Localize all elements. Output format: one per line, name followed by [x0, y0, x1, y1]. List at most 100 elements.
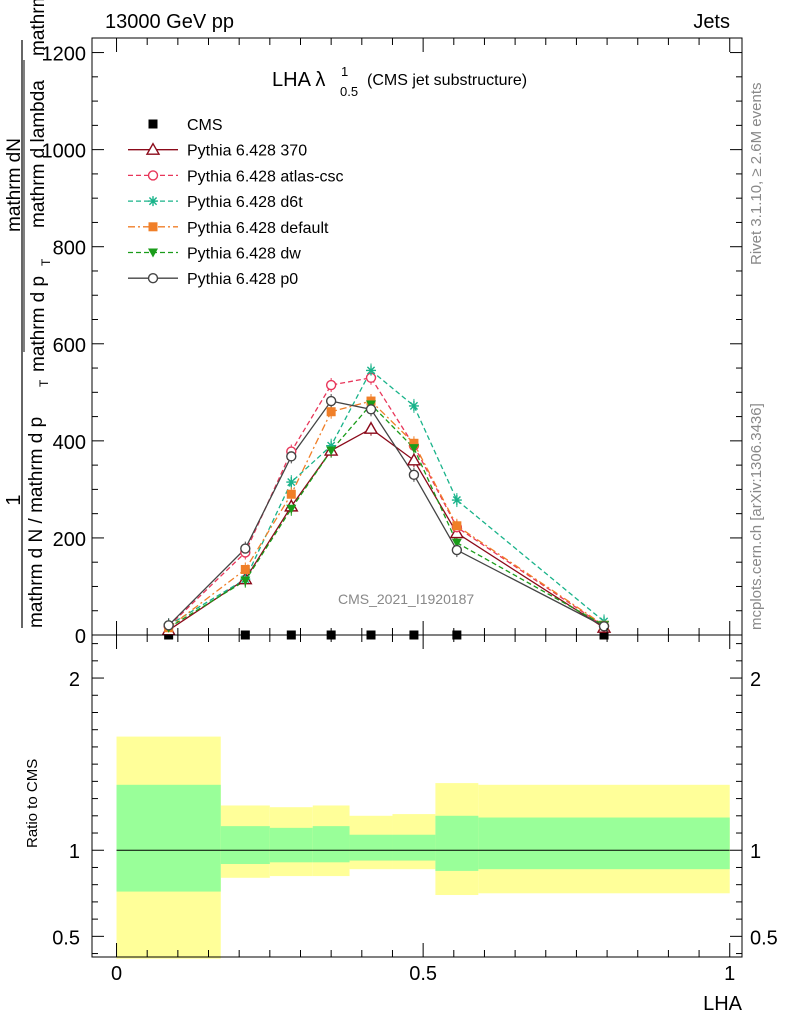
- legend-label: Pythia 6.428 p0: [187, 271, 298, 288]
- rivet-version-text: Rivet 3.1.10, ≥ 2.6M events: [748, 83, 765, 266]
- point-pythia-6-428-dw: [408, 444, 419, 454]
- ratio-y-tick-label: 2: [69, 669, 80, 691]
- y-tick-label: 1200: [42, 44, 87, 66]
- point-pythia-6-428-atlas-csc: [325, 379, 337, 391]
- ratio-band-green: [220, 826, 270, 865]
- legend-marker: [147, 273, 159, 284]
- ratio-band-green: [269, 827, 313, 863]
- ratio-panel: 0.5 0.5 1 1 2 2 0 0.5 1 Ratio to CMS LHA: [24, 634, 778, 1015]
- point-pythia-6-428-default: [326, 407, 336, 417]
- legend-marker: [148, 196, 158, 207]
- ratio-y-tick-label-right: 0.5: [750, 927, 778, 949]
- title-main: LHA λ: [272, 69, 325, 91]
- point-pythia-6-428-dw: [326, 446, 337, 456]
- legend-entry-cms: CMS: [148, 117, 223, 134]
- point-pythia-6-428-d6t: [366, 365, 377, 376]
- point-pythia-6-428-p0: [451, 544, 463, 556]
- point-pythia-6-428-p0: [286, 451, 297, 462]
- legend-entry-pythia-6-428-default: Pythia 6.428 default: [128, 220, 329, 237]
- legend-label: Pythia 6.428 d6t: [187, 194, 303, 211]
- ratio-y-tick-label-right: 2: [750, 669, 761, 691]
- analysis-watermark: CMS_2021_I1920187: [338, 591, 474, 607]
- mcplots-text: mcplots.cern.ch [arXiv:1306.3436]: [748, 403, 765, 630]
- point-pythia-6-428-p0: [365, 404, 377, 415]
- x-tick-label: 0.5: [409, 963, 437, 985]
- x-axis-label: LHA: [703, 993, 743, 1015]
- series-line-pythia-6-428-d6t: [168, 369, 605, 626]
- y-tick-label: 400: [53, 432, 86, 454]
- legend-entry-pythia-6-428-dw: Pythia 6.428 dw: [128, 246, 301, 263]
- point-pythia-6-428-default: [240, 564, 250, 574]
- legend-label: Pythia 6.428 atlas-csc: [187, 168, 344, 185]
- ratio-y-tick-label: 1: [69, 841, 80, 863]
- series-line-pythia-6-428-p0: [168, 400, 605, 627]
- ylabel-numerator-1: 1: [3, 494, 25, 505]
- ylabel-inner-numerator: mathrm dN: [4, 138, 25, 232]
- ratio-frame: [91, 634, 743, 958]
- series-line-pythia-6-428-370: [168, 427, 605, 631]
- header-left: 13000 GeV pp: [105, 11, 234, 33]
- ylabel-denominator-1-sub: T: [37, 379, 51, 387]
- main-markers-group: [161, 365, 612, 640]
- point-pythia-6-428-p0: [240, 543, 251, 554]
- ylabel-denominator-1: mathrm d N / mathrm d p: [26, 417, 47, 628]
- ratio-y-ticks: 0.5 0.5 1 1 2 2: [52, 643, 778, 955]
- y-tick-label: 200: [53, 529, 86, 551]
- legend-marker: [148, 119, 158, 129]
- point-pythia-6-428-d6t: [326, 440, 337, 451]
- point-pythia-6-428-p0: [163, 620, 174, 631]
- point-pythia-6-428-370: [406, 452, 422, 466]
- point-pythia-6-428-p0: [408, 469, 420, 481]
- legend-marker: [148, 248, 158, 258]
- point-pythia-6-428-p0: [325, 395, 337, 407]
- ylabel-top-fragment: mathrm d: [28, 0, 49, 56]
- ylabel-inner-denominator-sub: T: [39, 258, 53, 266]
- point-pythia-6-428-default: [409, 438, 419, 448]
- ratio-band-green: [116, 784, 221, 892]
- ratio-y-label: Ratio to CMS: [24, 759, 41, 848]
- ratio-band-green: [392, 834, 436, 861]
- point-pythia-6-428-default: [286, 489, 296, 499]
- header-right: Jets: [693, 11, 730, 33]
- ratio-band-green: [435, 815, 479, 871]
- title-sup: 1: [341, 64, 348, 79]
- legend-label: CMS: [187, 117, 223, 134]
- legend-entry-pythia-6-428-d6t: Pythia 6.428 d6t: [128, 194, 303, 211]
- legend-label: Pythia 6.428 default: [187, 220, 329, 237]
- ylabel-inner-denominator: mathrm d p: [28, 276, 49, 372]
- plot-title: LHA λ 1 0.5 (CMS jet substructure): [272, 64, 527, 99]
- title-sub: 0.5: [340, 84, 358, 99]
- ratio-band-green: [312, 826, 350, 863]
- legend: CMS Pythia 6.428 370 Pythia 6.428 atlas-cs…: [128, 117, 344, 288]
- ratio-y-tick-label: 0.5: [52, 927, 80, 949]
- y-tick-label: 800: [53, 238, 86, 260]
- legend-marker: [145, 142, 161, 155]
- ylabel-lambda: mathrm d lambda: [28, 80, 49, 228]
- main-y-ticks: 0 200 400 600 800 1000 1200: [42, 44, 742, 648]
- legend-marker: [148, 222, 158, 232]
- point-pythia-6-428-dw: [451, 538, 462, 548]
- y-tick-label: 600: [53, 335, 86, 357]
- x-tick-label: 1: [724, 963, 735, 985]
- point-pythia-6-428-dw: [286, 504, 297, 514]
- point-pythia-6-428-d6t: [286, 477, 297, 488]
- y-tick-label: 0: [75, 626, 86, 648]
- x-tick-label: 0: [111, 963, 122, 985]
- point-pythia-6-428-d6t: [408, 400, 419, 411]
- ratio-bands: [116, 736, 730, 959]
- y-tick-label: 1000: [42, 141, 87, 163]
- main-y-label: 1 mathrm d N / mathrm d p T mathrm dN ma…: [3, 0, 53, 628]
- legend-label: Pythia 6.428 370: [187, 143, 307, 160]
- point-pythia-6-428-p0: [598, 621, 610, 632]
- legend-label: Pythia 6.428 dw: [187, 246, 301, 263]
- legend-entry-pythia-6-428-370: Pythia 6.428 370: [128, 142, 307, 160]
- title-rest: (CMS jet substructure): [367, 72, 527, 89]
- ratio-x-ticks: 0 0.5 1: [111, 635, 735, 985]
- ratio-band-green: [349, 834, 393, 861]
- main-panel: 0 200 400 600 800 1000 1200 LHA λ 1 0.5 (CMS j…: [42, 37, 743, 648]
- series-line-pythia-6-428-dw: [168, 403, 605, 629]
- main-x-ticks: [116, 38, 731, 635]
- point-pythia-6-428-d6t: [451, 495, 462, 506]
- ratio-band-green: [478, 817, 730, 870]
